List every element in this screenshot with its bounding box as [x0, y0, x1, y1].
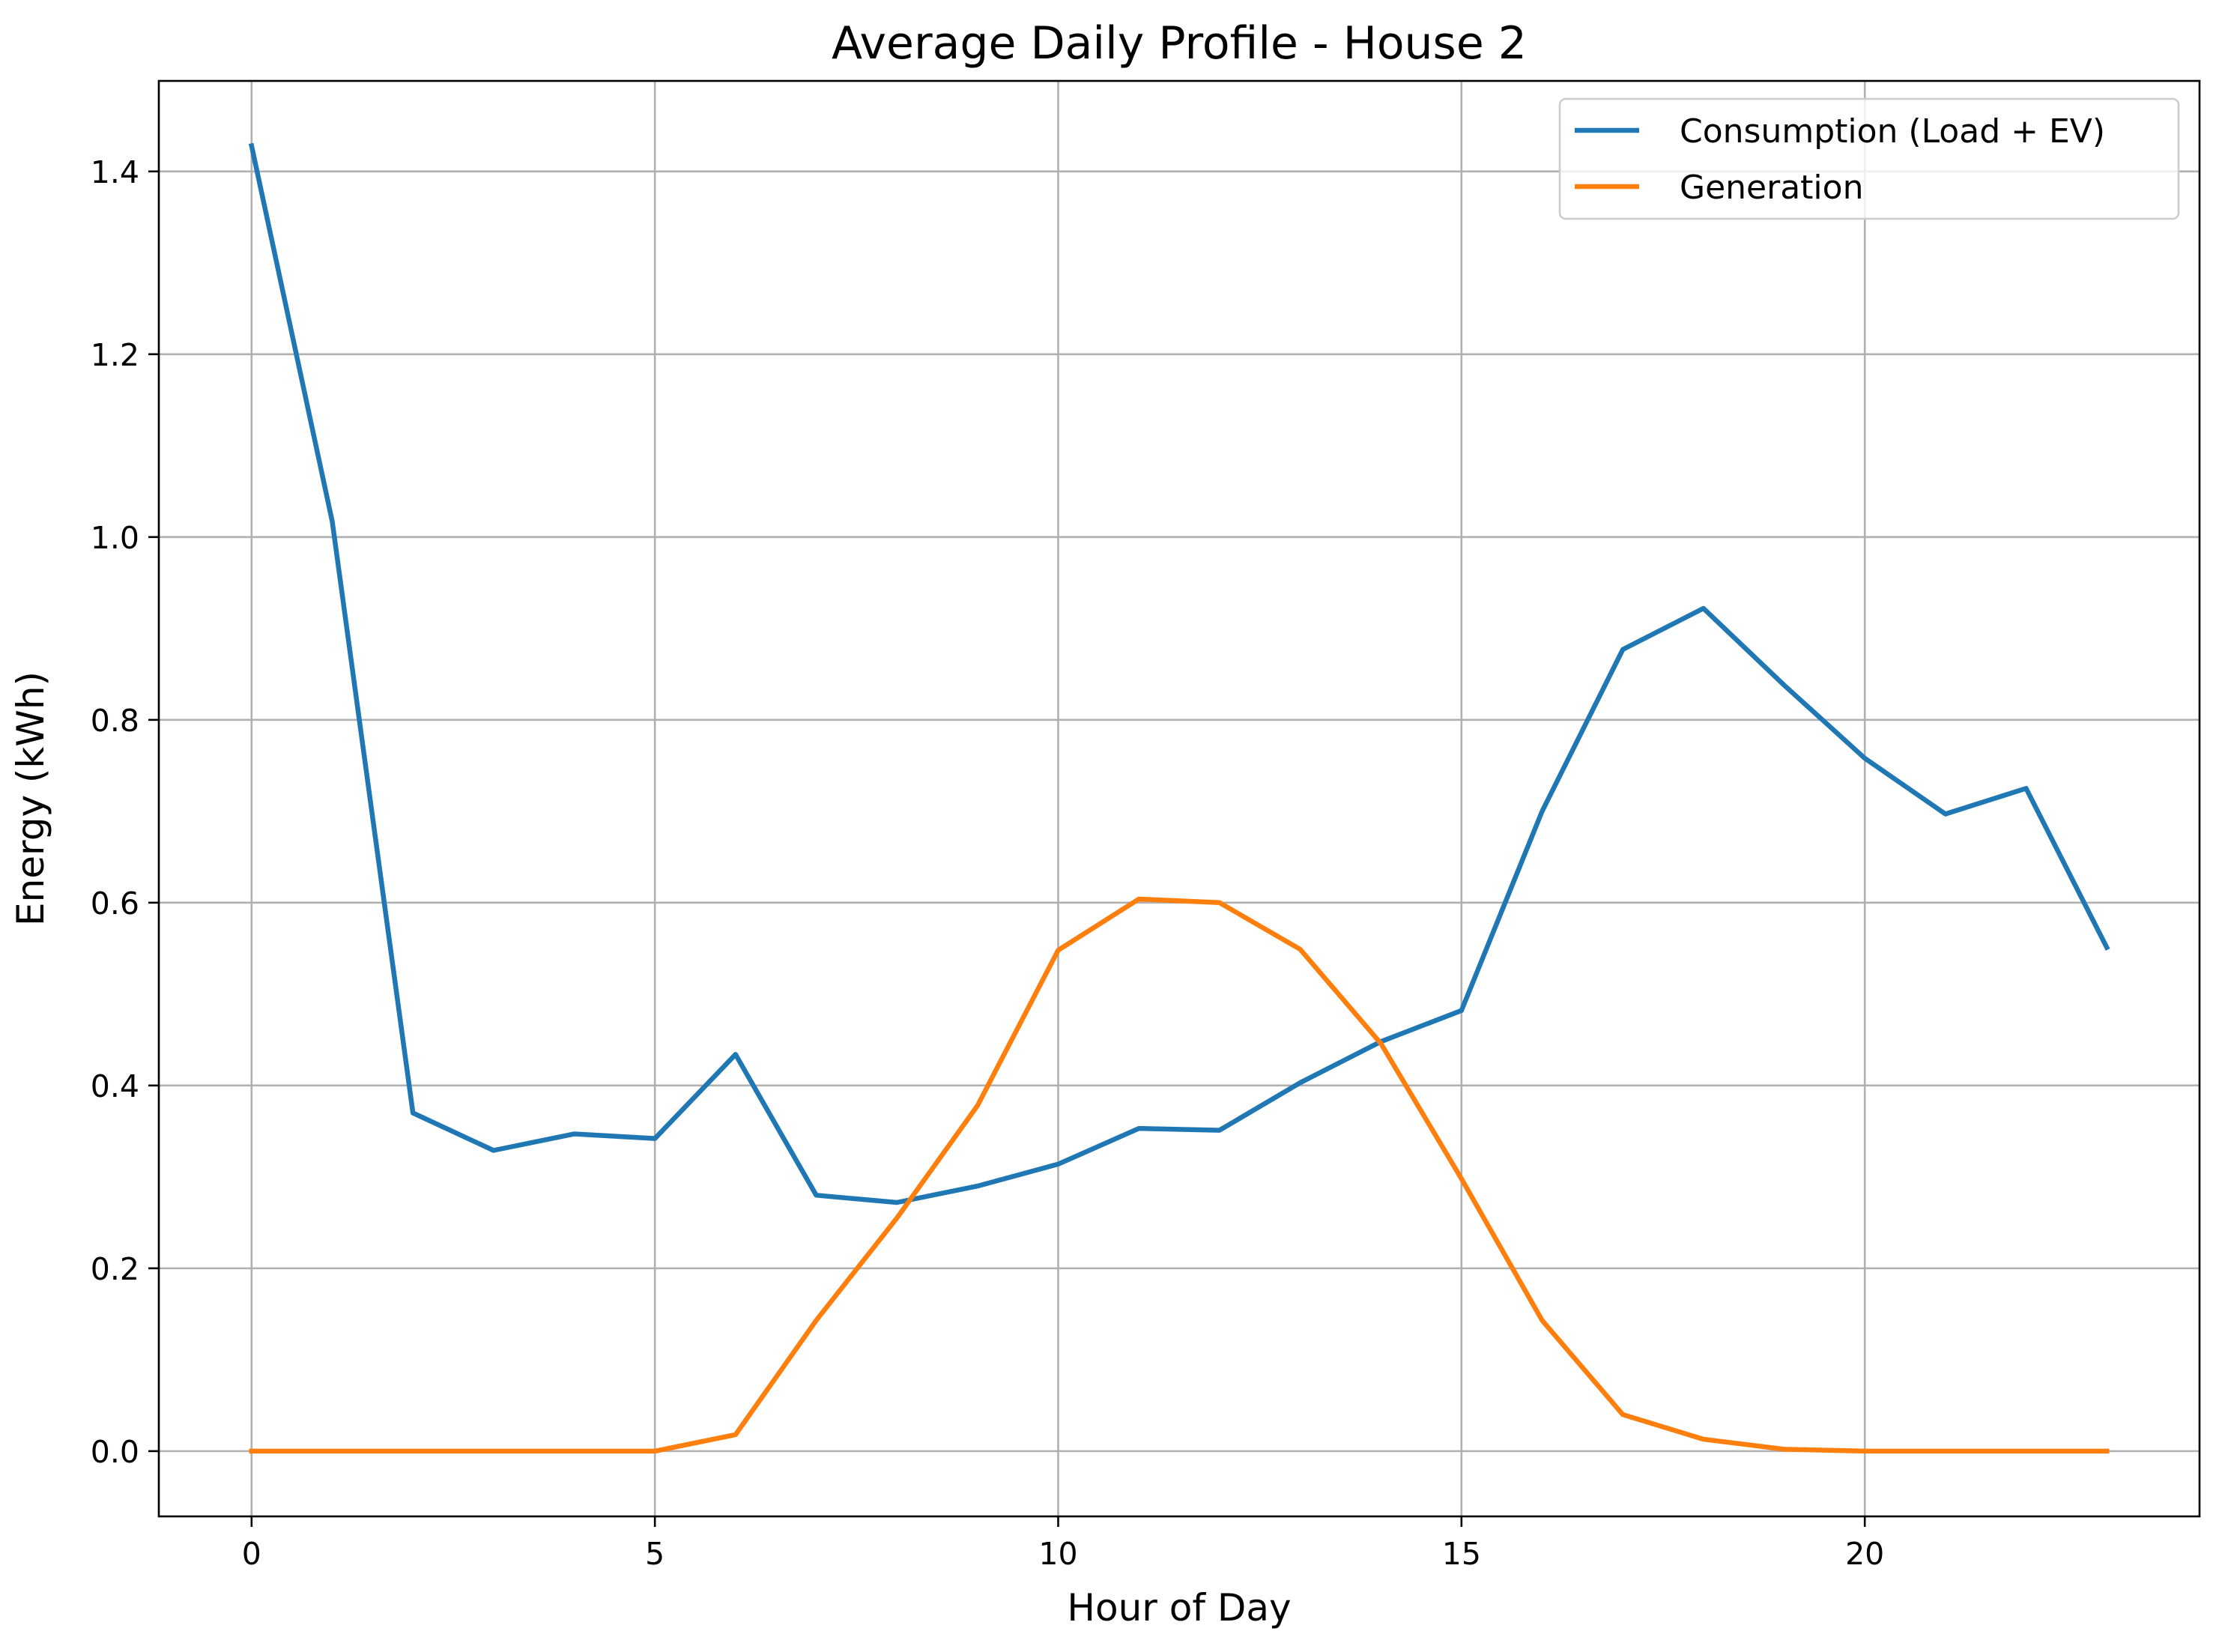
- x-tick-label: 0: [242, 1536, 261, 1572]
- y-tick-label: 1.4: [91, 154, 139, 190]
- x-axis-label: Hour of Day: [1067, 1586, 1291, 1630]
- y-tick-label: 0.2: [91, 1251, 139, 1287]
- series-line: [248, 142, 2110, 1205]
- x-tick-label: 10: [1038, 1536, 1077, 1572]
- chart-title: Average Daily Profile - House 2: [832, 17, 1527, 70]
- axis-ticks: 0 5 10 15 20 0.0 0.2 0.4 0.6 0.8 1.0 1.2 1.4: [91, 154, 1884, 1572]
- legend-label: Consumption (Load + EV): [1680, 112, 2105, 151]
- legend: Consumption (Load + EV) Generation: [1558, 97, 2180, 220]
- y-axis-label: Energy (kWh): [9, 671, 52, 926]
- x-tick-label: 5: [645, 1536, 665, 1572]
- y-tick-label: 0.6: [91, 886, 139, 922]
- legend-box: [1558, 97, 2180, 220]
- y-tick-label: 1.2: [91, 337, 139, 373]
- y-tick-label: 0.4: [91, 1068, 139, 1104]
- legend-label: Generation: [1680, 169, 1863, 207]
- x-tick-label: 15: [1442, 1536, 1481, 1572]
- x-tick-label: 20: [1845, 1536, 1884, 1572]
- series-layer: [248, 142, 2110, 1454]
- y-tick-label: 0.0: [91, 1434, 139, 1470]
- series-line: [249, 896, 2110, 1454]
- y-tick-label: 1.0: [91, 520, 139, 556]
- y-tick-label: 0.8: [91, 703, 139, 739]
- plot-frame: [157, 79, 2201, 1518]
